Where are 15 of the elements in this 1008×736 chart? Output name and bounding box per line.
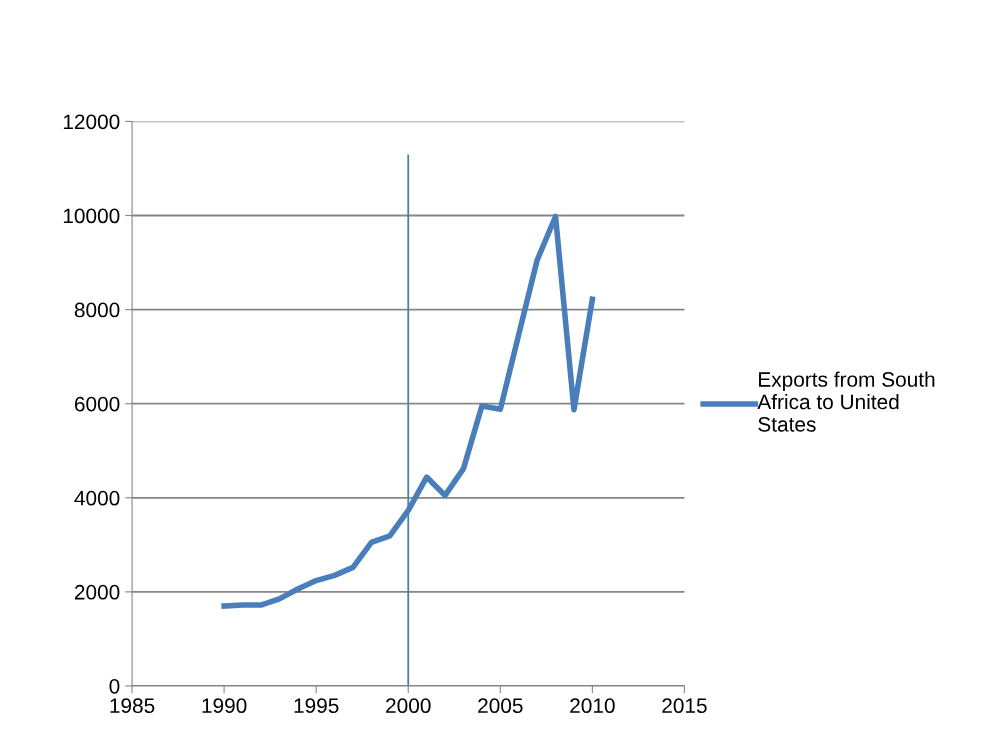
y-tick-label: 8000 — [74, 302, 120, 318]
y-tick-label: 4000 — [74, 490, 120, 506]
y-tick-label: 10000 — [63, 208, 120, 224]
x-tick-label: 1995 — [294, 698, 339, 714]
x-tick-label: 2005 — [478, 698, 523, 714]
x-tick-label: 1990 — [202, 698, 247, 714]
x-tick-label: 2015 — [662, 698, 707, 714]
x-tick-label: 1985 — [110, 698, 155, 714]
y-tick-label: 2000 — [74, 584, 120, 600]
x-tick-label: 2000 — [386, 698, 431, 714]
y-tick-label: 0 — [109, 678, 120, 694]
y-tick-label: 12000 — [63, 114, 120, 130]
x-tick-label: 2010 — [570, 698, 615, 714]
legend-label: Exports from South Africa to United States — [757, 371, 935, 432]
y-tick-label: 6000 — [74, 396, 120, 412]
